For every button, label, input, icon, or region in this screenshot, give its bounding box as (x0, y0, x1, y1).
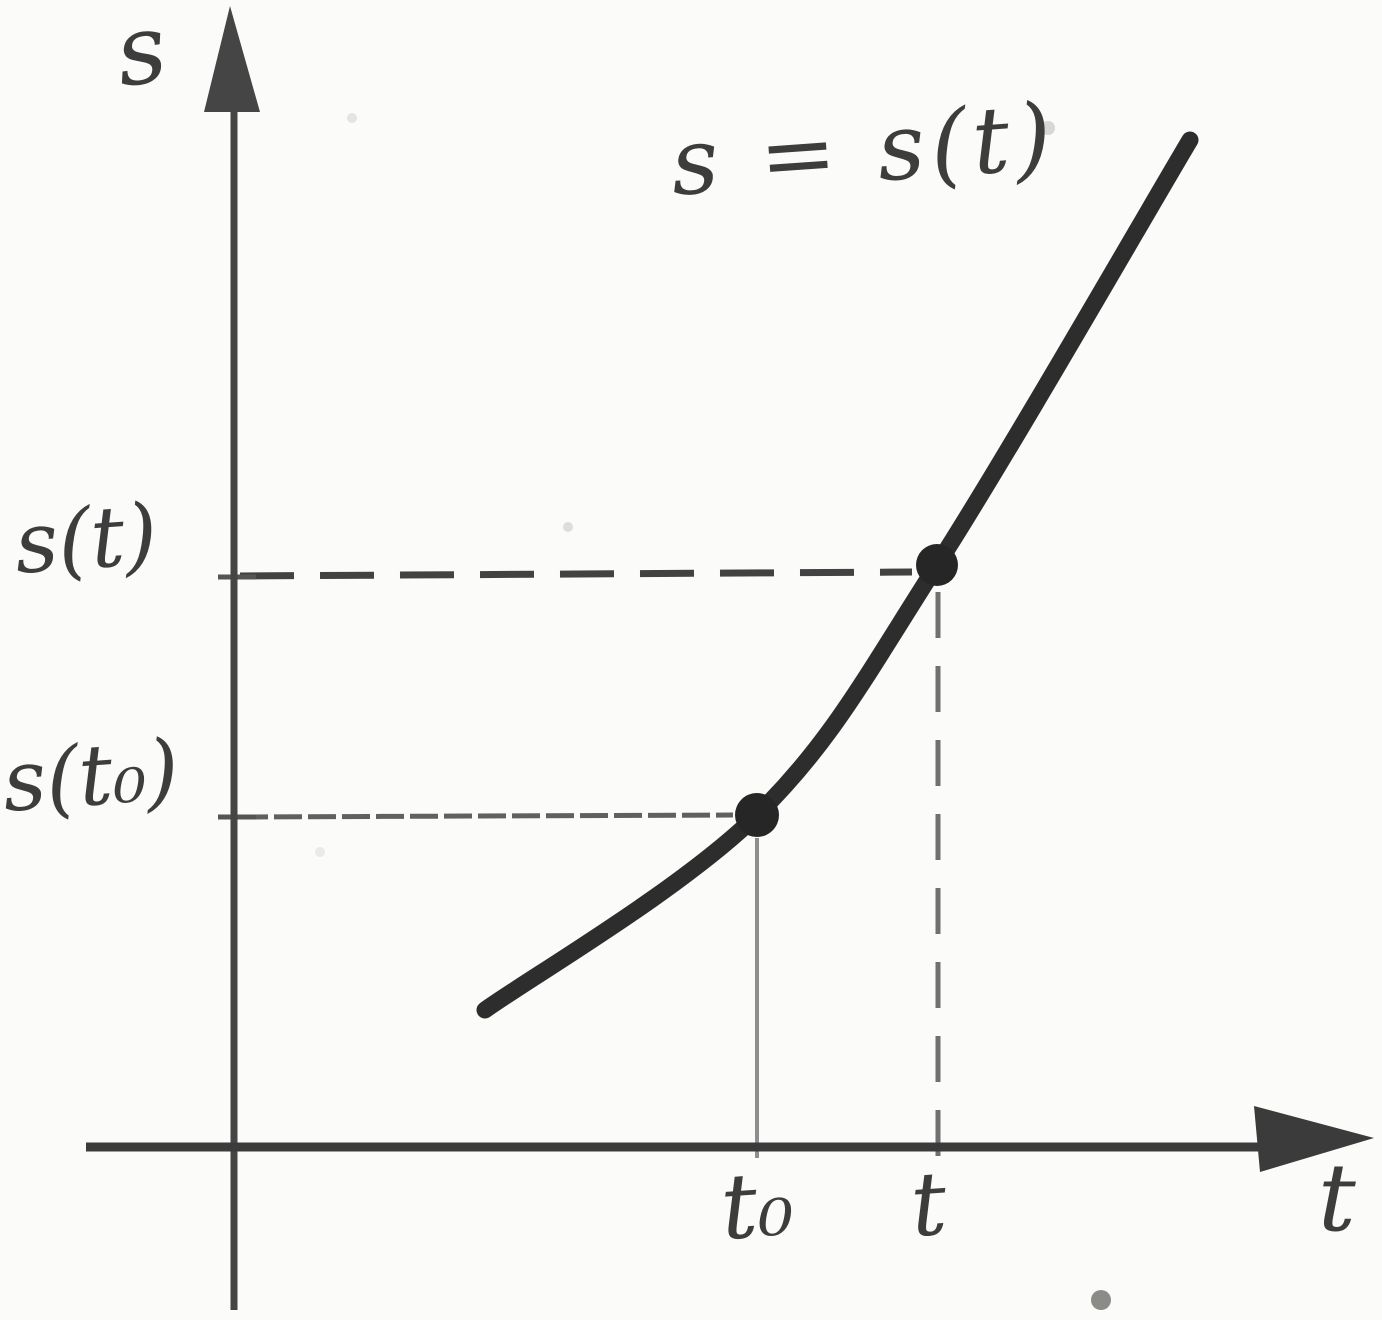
x-axis-label: t (1318, 1144, 1356, 1253)
y-value-s-of-t-label: s(t) (11, 485, 161, 593)
scan-speck (563, 522, 573, 532)
point-t (916, 544, 958, 586)
x-axis-arrowhead (1254, 1106, 1374, 1172)
scan-speck (1091, 1290, 1111, 1310)
x-tick-t0-label: t₀ (717, 1150, 797, 1261)
s-curve (476, 131, 1199, 1019)
point-t0 (735, 793, 779, 837)
scan-speck (347, 113, 357, 123)
curve-equation-label: s = s(t) (667, 83, 1061, 217)
y-value-s-of-t0-label: s(t₀) (0, 720, 183, 831)
scan-speck (1041, 121, 1055, 135)
s-of-t-dashed-line (239, 568, 913, 580)
y-axis-arrowhead (204, 6, 260, 112)
scan-speck (315, 847, 325, 857)
x-tick-t-label: t (907, 1151, 950, 1257)
s-of-t0-line (239, 812, 734, 820)
